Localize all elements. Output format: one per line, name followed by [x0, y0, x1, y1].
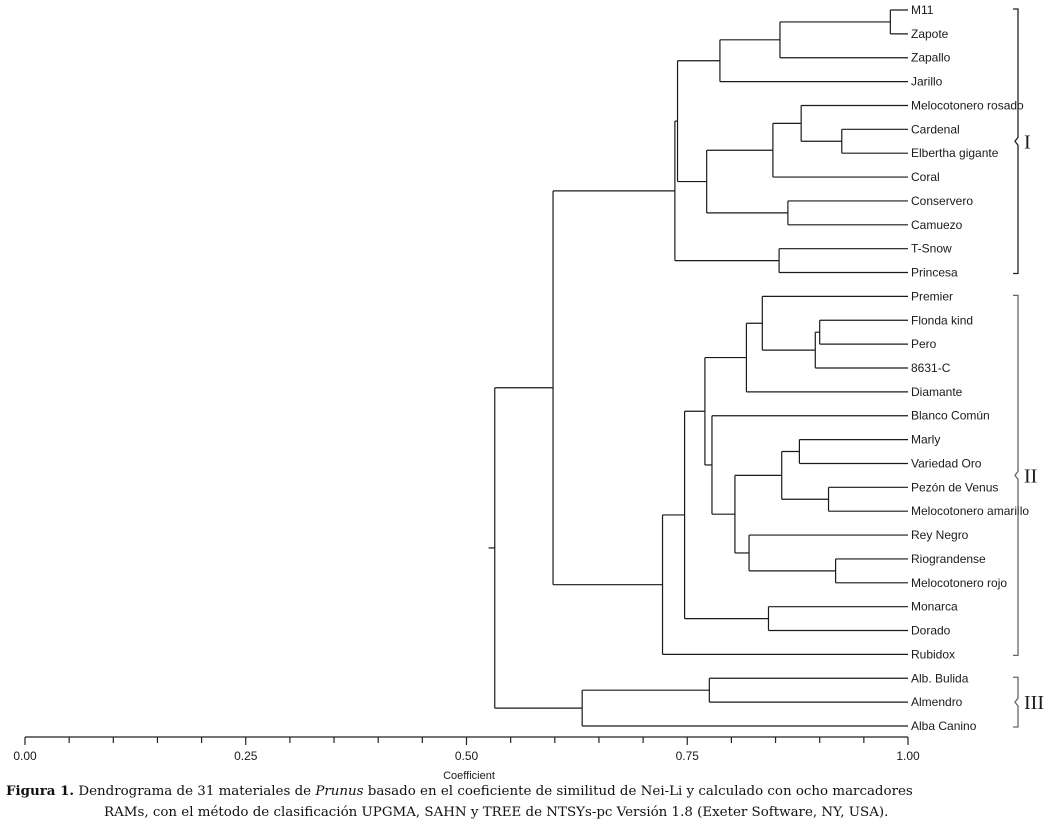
leaf-label: Monarca [911, 600, 958, 614]
leaf-label: Melocotonero rosado [911, 98, 1024, 112]
leaf-label: Premier [911, 289, 953, 303]
x-tick-label: 0.50 [455, 749, 479, 763]
leaf-label: Conservero [911, 194, 973, 208]
leaf-label: 8631-C [911, 361, 951, 375]
leaf-label: Pezón de Venus [911, 480, 998, 494]
caption-species: Prunus [315, 784, 364, 799]
leaf-label: Elbertha gigante [911, 146, 999, 160]
leaf-label: Camuezo [911, 218, 963, 232]
leaf-label: Variedad Oro [911, 456, 982, 470]
leaf-label: Riograndense [911, 552, 986, 566]
leaf-label: Zapallo [911, 51, 951, 65]
leaf-label: Dorado [911, 624, 951, 638]
x-tick-label: 0.00 [13, 749, 37, 763]
leaf-labels: M11 Zapote Zapallo Jarillo Melocotonero rosa… [911, 3, 1029, 733]
leaf-label: M11 [911, 3, 934, 17]
cluster-label: III [1024, 692, 1044, 714]
leaf-label: Jarillo [911, 75, 943, 89]
x-axis: 0.00 0.25 0.50 0.75 1.00 Coefficient [13, 736, 920, 780]
leaf-label: Melocotonero rojo [911, 576, 1007, 590]
x-axis-title: Coefficient [443, 770, 495, 780]
leaf-label: Cardenal [911, 122, 960, 136]
cluster-bracket: III [1013, 676, 1044, 728]
leaf-label: T-Snow [911, 242, 952, 256]
leaf-label: Rubidox [911, 647, 955, 661]
leaf-label: Blanco Común [911, 409, 990, 423]
leaf-label: Rey Negro [911, 528, 969, 542]
x-axis-ticks: 0.00 0.25 0.50 0.75 1.00 [13, 737, 920, 763]
leaf-label: Coral [911, 170, 940, 184]
caption-text-before: Dendrograma de 31 materiales de [74, 784, 316, 799]
leaf-label: Flonda kind [911, 313, 973, 327]
x-tick-label: 0.75 [676, 749, 700, 763]
cluster-label: I [1024, 131, 1031, 153]
dendrogram-figure: M11 Zapote Zapallo Jarillo Melocotonero rosa… [13, 3, 1044, 780]
leaf-label: Almendro [911, 695, 963, 709]
figure-caption: Figura 1. Dendrograma de 31 materiales d… [6, 781, 1054, 823]
leaf-label: Zapote [911, 27, 949, 41]
cluster-bracket: I [1013, 8, 1031, 275]
caption-text-after: basado en el coeficiente de similitud de… [363, 784, 913, 799]
dendrogram-branches [488, 9, 908, 727]
cluster-label: II [1024, 465, 1037, 487]
leaf-label: Pero [911, 337, 937, 351]
leaf-label: Alba Canino [911, 719, 977, 733]
leaf-label: Marly [911, 433, 940, 447]
leaf-label: Princesa [911, 266, 958, 280]
leaf-label: Melocotonero amarillo [911, 504, 1029, 518]
leaf-label: Diamante [911, 385, 963, 399]
x-tick-label: 1.00 [896, 749, 920, 763]
caption-line-2: RAMs, con el método de clasificación UPG… [104, 805, 889, 820]
leaf-label: Alb. Bulida [911, 671, 969, 685]
cluster-bracket: II [1013, 294, 1037, 657]
x-tick-label: 0.25 [234, 749, 258, 763]
caption-lead: Figura 1. [6, 783, 75, 799]
